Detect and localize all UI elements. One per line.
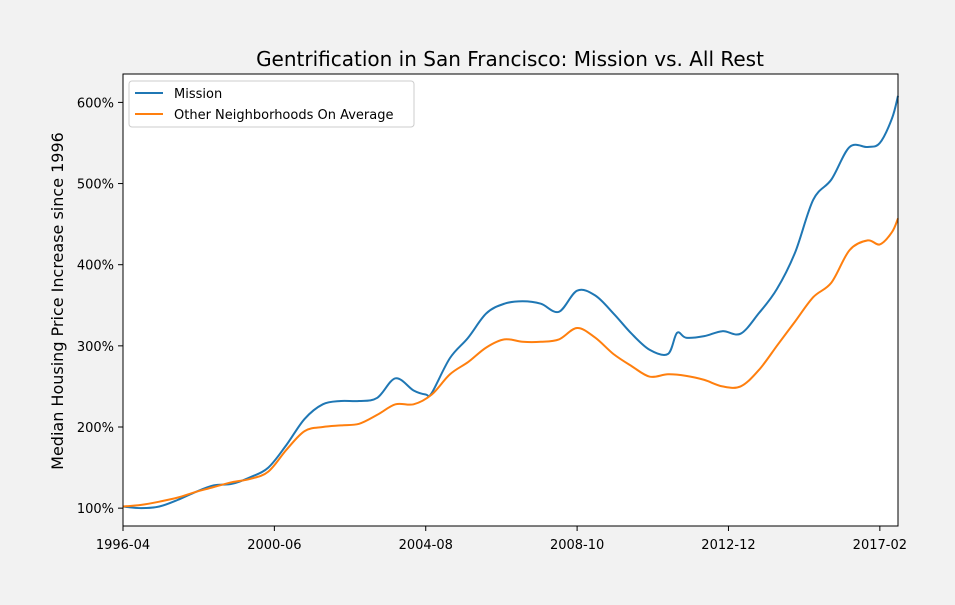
legend-label-mission: Mission [174, 87, 222, 102]
x-tick-label: 2000-06 [247, 538, 301, 553]
plot-frame [122, 73, 899, 527]
x-tick-label: 2012-12 [701, 538, 755, 553]
chart-title: Gentrification in San Francisco: Mission… [256, 47, 764, 71]
y-tick-label: 400% [77, 259, 114, 274]
x-tick-label: 1996-04 [96, 538, 150, 553]
y-axis: 100% 200% 300% 400% 500% 600% [77, 96, 123, 517]
x-tick-label: 2017-02 [853, 538, 907, 553]
legend-label-other-neighborhoods: Other Neighborhoods On Average [174, 108, 393, 123]
y-tick-label: 600% [77, 96, 114, 111]
y-tick-label: 300% [77, 340, 114, 355]
series-line-other-neighborhoods [122, 218, 899, 508]
x-tick-label: 2008-10 [550, 538, 604, 553]
x-tick-label: 2004-08 [399, 538, 453, 553]
legend-box [128, 80, 415, 128]
plot-area [123, 74, 898, 526]
y-axis-label: Median Housing Price Increase since 1996 [48, 132, 67, 470]
y-tick-label: 500% [77, 178, 114, 193]
y-tick-label: 200% [77, 421, 114, 436]
legend: Mission Other Neighborhoods On Average [128, 80, 415, 128]
series-line-mission [122, 95, 899, 510]
x-axis: 1996-04 2000-06 2004-08 2008-10 2012-12 2017-… [96, 526, 907, 553]
series-layer [122, 95, 899, 510]
y-tick-label: 100% [77, 502, 114, 517]
